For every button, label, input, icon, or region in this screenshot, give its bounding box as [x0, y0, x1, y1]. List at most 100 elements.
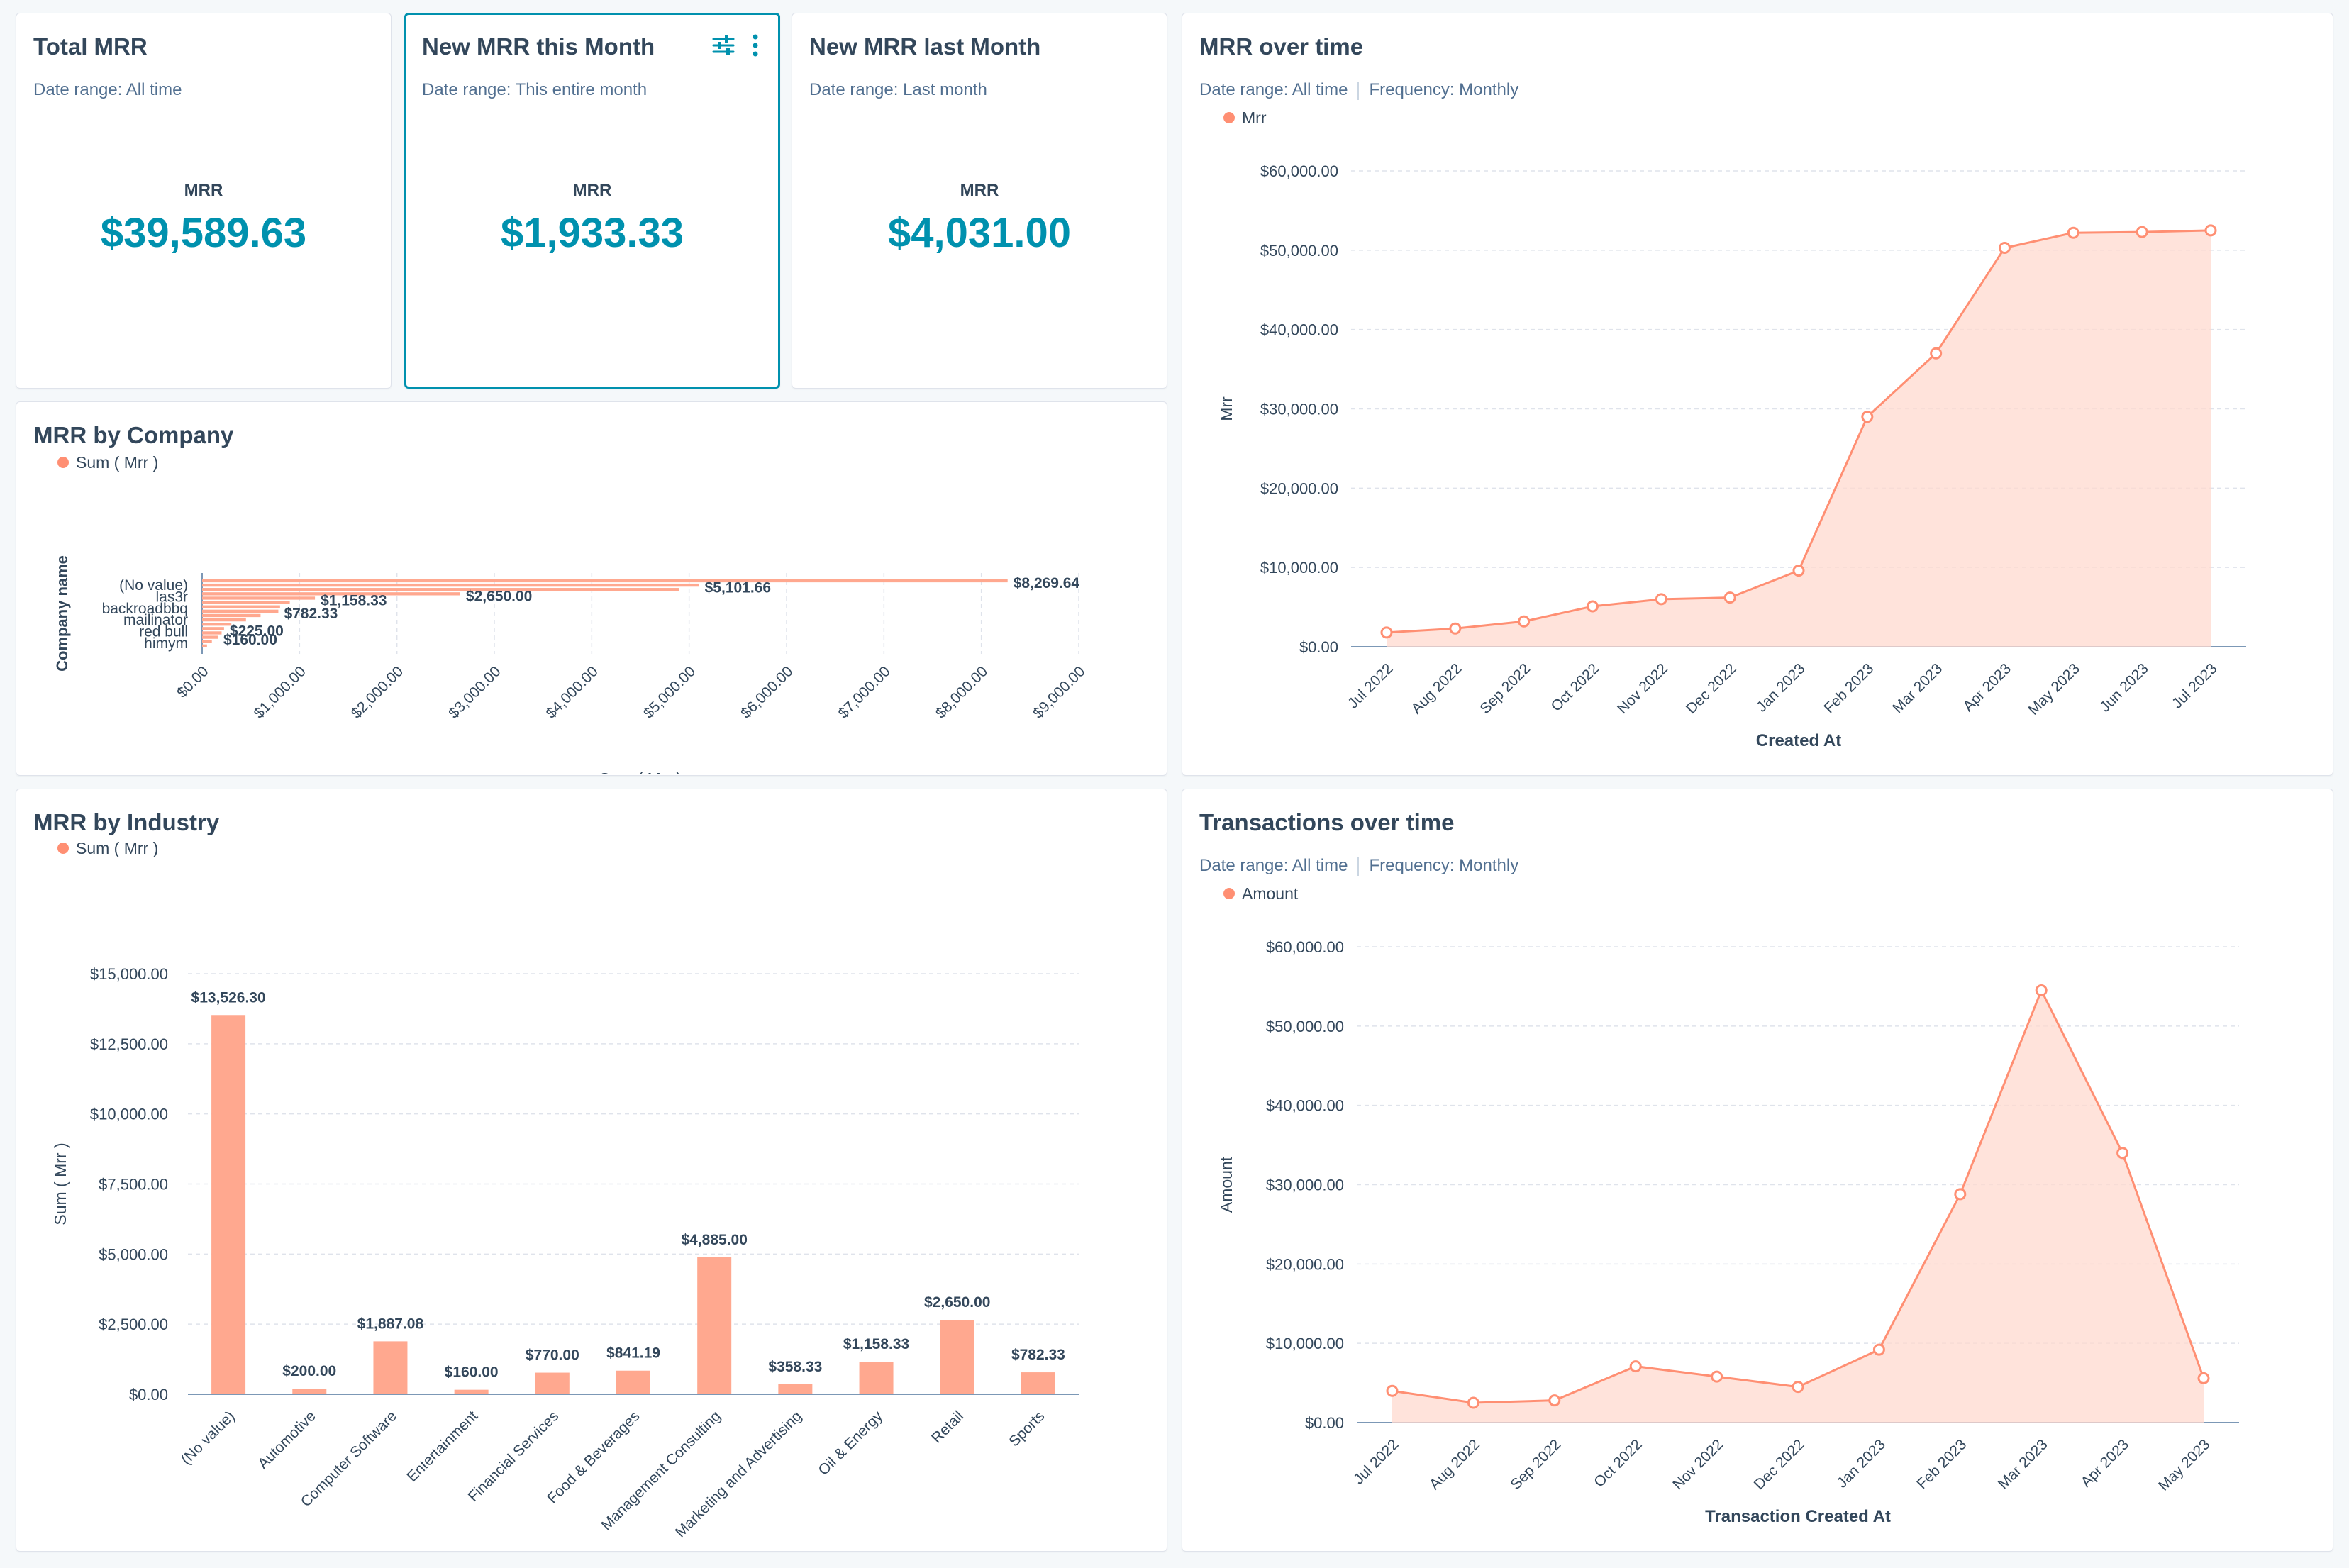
kpi-card-new-mrr-this-month[interactable]: New MRR this Month Date range: This enti… — [404, 13, 780, 389]
kpi-card-new-mrr-last-month[interactable]: New MRR last Month Date range: Last mont… — [792, 13, 1167, 389]
data-label: $841.19 — [606, 1345, 660, 1362]
mrr-over-time-chart: $0.00 $10,000.00 $20,000.00 $30,000.00 $40,0… — [1217, 162, 2246, 750]
data-label: $2,650.00 — [466, 589, 532, 605]
y-tick-label: $60,000.00 — [1266, 938, 1344, 956]
divider — [1357, 81, 1360, 100]
kpi-card-total-mrr[interactable]: Total MRR Date range: All time MRR $39,5… — [16, 13, 392, 389]
data-label: $1,158.33 — [843, 1336, 909, 1352]
bar — [202, 596, 316, 600]
data-label: $782.33 — [1011, 1347, 1065, 1363]
x-tick-label: Feb 2023 — [1821, 660, 1877, 716]
chart-legend[interactable]: Amount — [1223, 884, 1298, 903]
date-range: Date range: All time — [1199, 80, 1348, 99]
y-axis-title: Amount — [1217, 1156, 1235, 1213]
data-label: $770.00 — [526, 1347, 579, 1364]
x-tick-label: Nov 2022 — [1670, 1436, 1726, 1493]
data-point — [1449, 622, 1462, 635]
date-range: Date range: All time — [1199, 856, 1348, 875]
y-tick-label: $0.00 — [1299, 638, 1338, 656]
filter-sliders-icon[interactable] — [711, 33, 735, 61]
x-tick-label: $2,000.00 — [348, 663, 406, 721]
legend-swatch — [1223, 111, 1235, 123]
data-point — [1861, 411, 1874, 423]
chart-legend[interactable]: Sum ( Mrr ) — [57, 839, 158, 858]
data-label: $13,526.30 — [191, 989, 266, 1006]
x-tick-label: Retail — [928, 1408, 967, 1446]
legend-label: Amount — [1242, 884, 1299, 903]
x-tick-label: $4,000.00 — [543, 663, 601, 721]
x-tick-label: $0.00 — [174, 663, 211, 701]
x-axis-title: Created At — [1756, 731, 1841, 750]
kpi-label: MRR — [184, 181, 223, 200]
y-tick-label: $30,000.00 — [1260, 401, 1338, 418]
data-label: $1,887.08 — [357, 1316, 424, 1332]
bar — [202, 592, 460, 596]
more-vertical-icon[interactable] — [751, 33, 760, 61]
bar — [202, 579, 1008, 583]
mrr-over-time-card[interactable]: MRR over time Date range: All time Freque… — [1182, 13, 2333, 776]
bar — [535, 1372, 570, 1394]
data-label: $8,269.64 — [1014, 575, 1080, 591]
mrr-by-industry-card[interactable]: MRR by Industry Sum ( Mrr ) $0.00 $2,500.… — [16, 789, 1167, 1552]
y-axis-title: Sum ( Mrr ) — [51, 1142, 70, 1225]
card-title: New MRR last Month — [809, 33, 1041, 60]
data-point — [1872, 1343, 1885, 1356]
frequency: Frequency: Monthly — [1369, 856, 1519, 875]
bar — [697, 1257, 732, 1394]
y-tick-label: $10,000.00 — [90, 1106, 168, 1123]
data-point — [2116, 1147, 2129, 1160]
bar — [202, 627, 224, 630]
data-point — [1380, 626, 1393, 639]
data-point — [1792, 1381, 1804, 1394]
y-tick-label: $60,000.00 — [1260, 162, 1338, 180]
chart-legend[interactable]: Sum ( Mrr ) — [57, 453, 158, 472]
data-label: $200.00 — [282, 1363, 336, 1379]
y-tick-label: himym — [144, 635, 188, 652]
x-tick-label: $9,000.00 — [1030, 663, 1088, 721]
legend-label: Sum ( Mrr ) — [76, 453, 159, 472]
mrr-by-company-card[interactable]: MRR by Company Sum ( Mrr ) $0.00 $1,000.0… — [16, 401, 1167, 776]
y-tick-label: $20,000.00 — [1266, 1255, 1344, 1273]
bar — [1021, 1372, 1055, 1394]
x-tick-label: Oil & Energy — [815, 1408, 886, 1479]
bar — [940, 1320, 974, 1394]
x-tick-label: Jul 2022 — [1350, 1436, 1401, 1487]
y-axis-title: Company name — [53, 555, 71, 672]
y-tick-label: $5,000.00 — [99, 1245, 168, 1263]
bar — [202, 623, 232, 626]
data-point — [2197, 1372, 2210, 1384]
chart-legend[interactable]: Mrr — [1223, 109, 1266, 128]
x-tick-label: $8,000.00 — [933, 663, 991, 721]
data-point — [1930, 347, 1943, 360]
legend-swatch — [1223, 887, 1235, 899]
date-range: Date range: This entire month — [422, 80, 648, 99]
data-label: $4,885.00 — [681, 1232, 747, 1248]
data-point — [1386, 1384, 1399, 1397]
kpi-value: $1,933.33 — [500, 210, 684, 256]
x-tick-label: $6,000.00 — [738, 663, 796, 721]
y-tick-label: $50,000.00 — [1266, 1018, 1344, 1035]
data-point — [2136, 226, 2148, 238]
y-tick-label: $7,500.00 — [99, 1176, 168, 1194]
data-point — [2067, 226, 2079, 239]
bar — [202, 631, 222, 635]
divider — [1357, 857, 1360, 876]
data-point — [2204, 224, 2217, 237]
data-label: $1,158.33 — [321, 593, 387, 609]
card-actions — [711, 33, 760, 61]
kpi-value: $4,031.00 — [887, 210, 1072, 256]
x-tick-label: Oct 2022 — [1548, 660, 1603, 715]
data-label: $5,101.66 — [705, 579, 771, 596]
series-area — [1392, 990, 2204, 1423]
data-label: $160.00 — [223, 632, 277, 648]
transactions-over-time-card[interactable]: Transactions over time Date range: All t… — [1182, 789, 2333, 1552]
x-tick-label: Dec 2022 — [1683, 660, 1740, 717]
x-tick-label: Financial Services — [465, 1408, 562, 1505]
x-tick-label: Entertainment — [404, 1408, 481, 1485]
y-tick-label: backroadbbq — [102, 601, 188, 617]
x-tick-label: Dec 2022 — [1751, 1436, 1808, 1493]
x-tick-label: Mar 2023 — [1995, 1436, 2051, 1492]
x-tick-label: Jan 2023 — [1834, 1436, 1889, 1491]
legend-label: Sum ( Mrr ) — [76, 839, 159, 857]
card-title: MRR by Industry — [33, 809, 220, 835]
